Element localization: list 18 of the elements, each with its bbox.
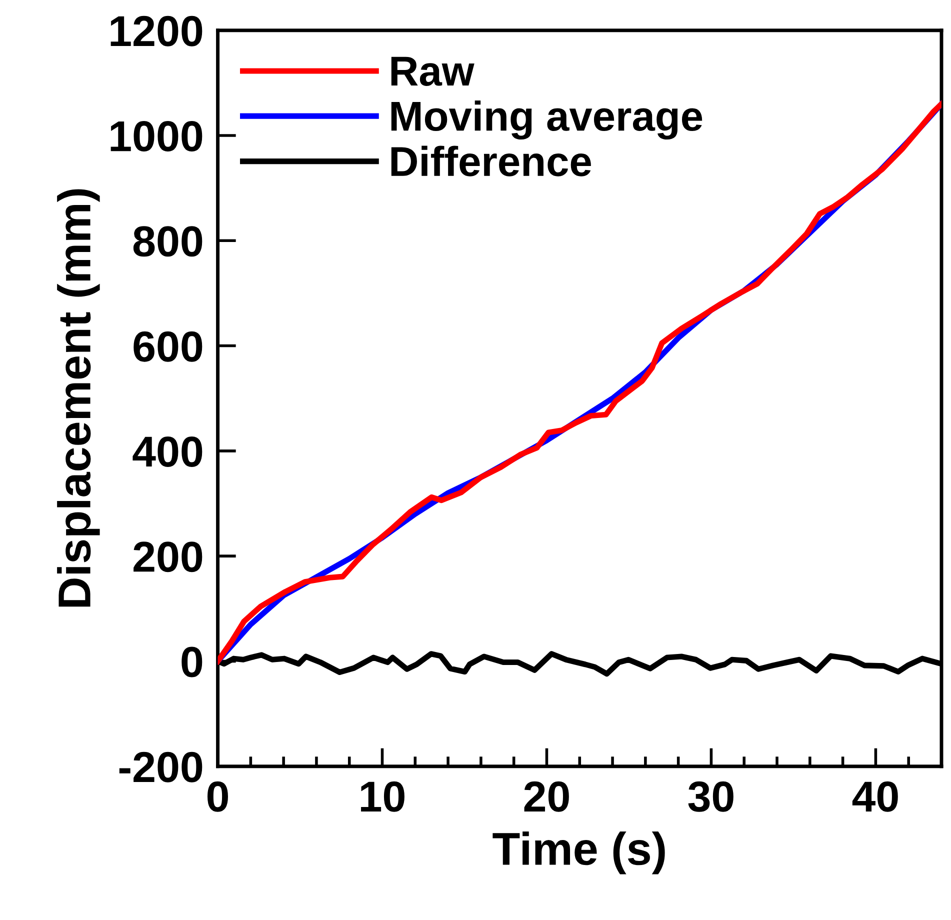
y-tick-label: 0 — [182, 646, 202, 678]
legend-label: Difference — [391, 146, 591, 176]
x-tick-label: 30 — [688, 781, 734, 812]
x-axis-title: Time (s) — [492, 831, 665, 874]
legend-label: Moving average — [391, 100, 702, 140]
y-tick-label: 800 — [133, 226, 202, 257]
y-tick-label: -200 — [119, 752, 202, 782]
x-tick-label: 10 — [361, 781, 404, 812]
x-tick-label: 40 — [852, 781, 898, 812]
y-tick-label: 1000 — [110, 121, 202, 152]
y-axis-title: Displacement (mm) — [57, 189, 100, 607]
x-tick-label: 0 — [208, 781, 228, 812]
y-tick-label: 200 — [134, 542, 202, 572]
y-tick-label: 400 — [132, 436, 202, 467]
legend-label: Raw — [391, 56, 474, 86]
x-tick-label: 20 — [524, 781, 569, 812]
y-tick-label: 1200 — [110, 16, 202, 46]
y-tick-label: 600 — [134, 331, 202, 362]
